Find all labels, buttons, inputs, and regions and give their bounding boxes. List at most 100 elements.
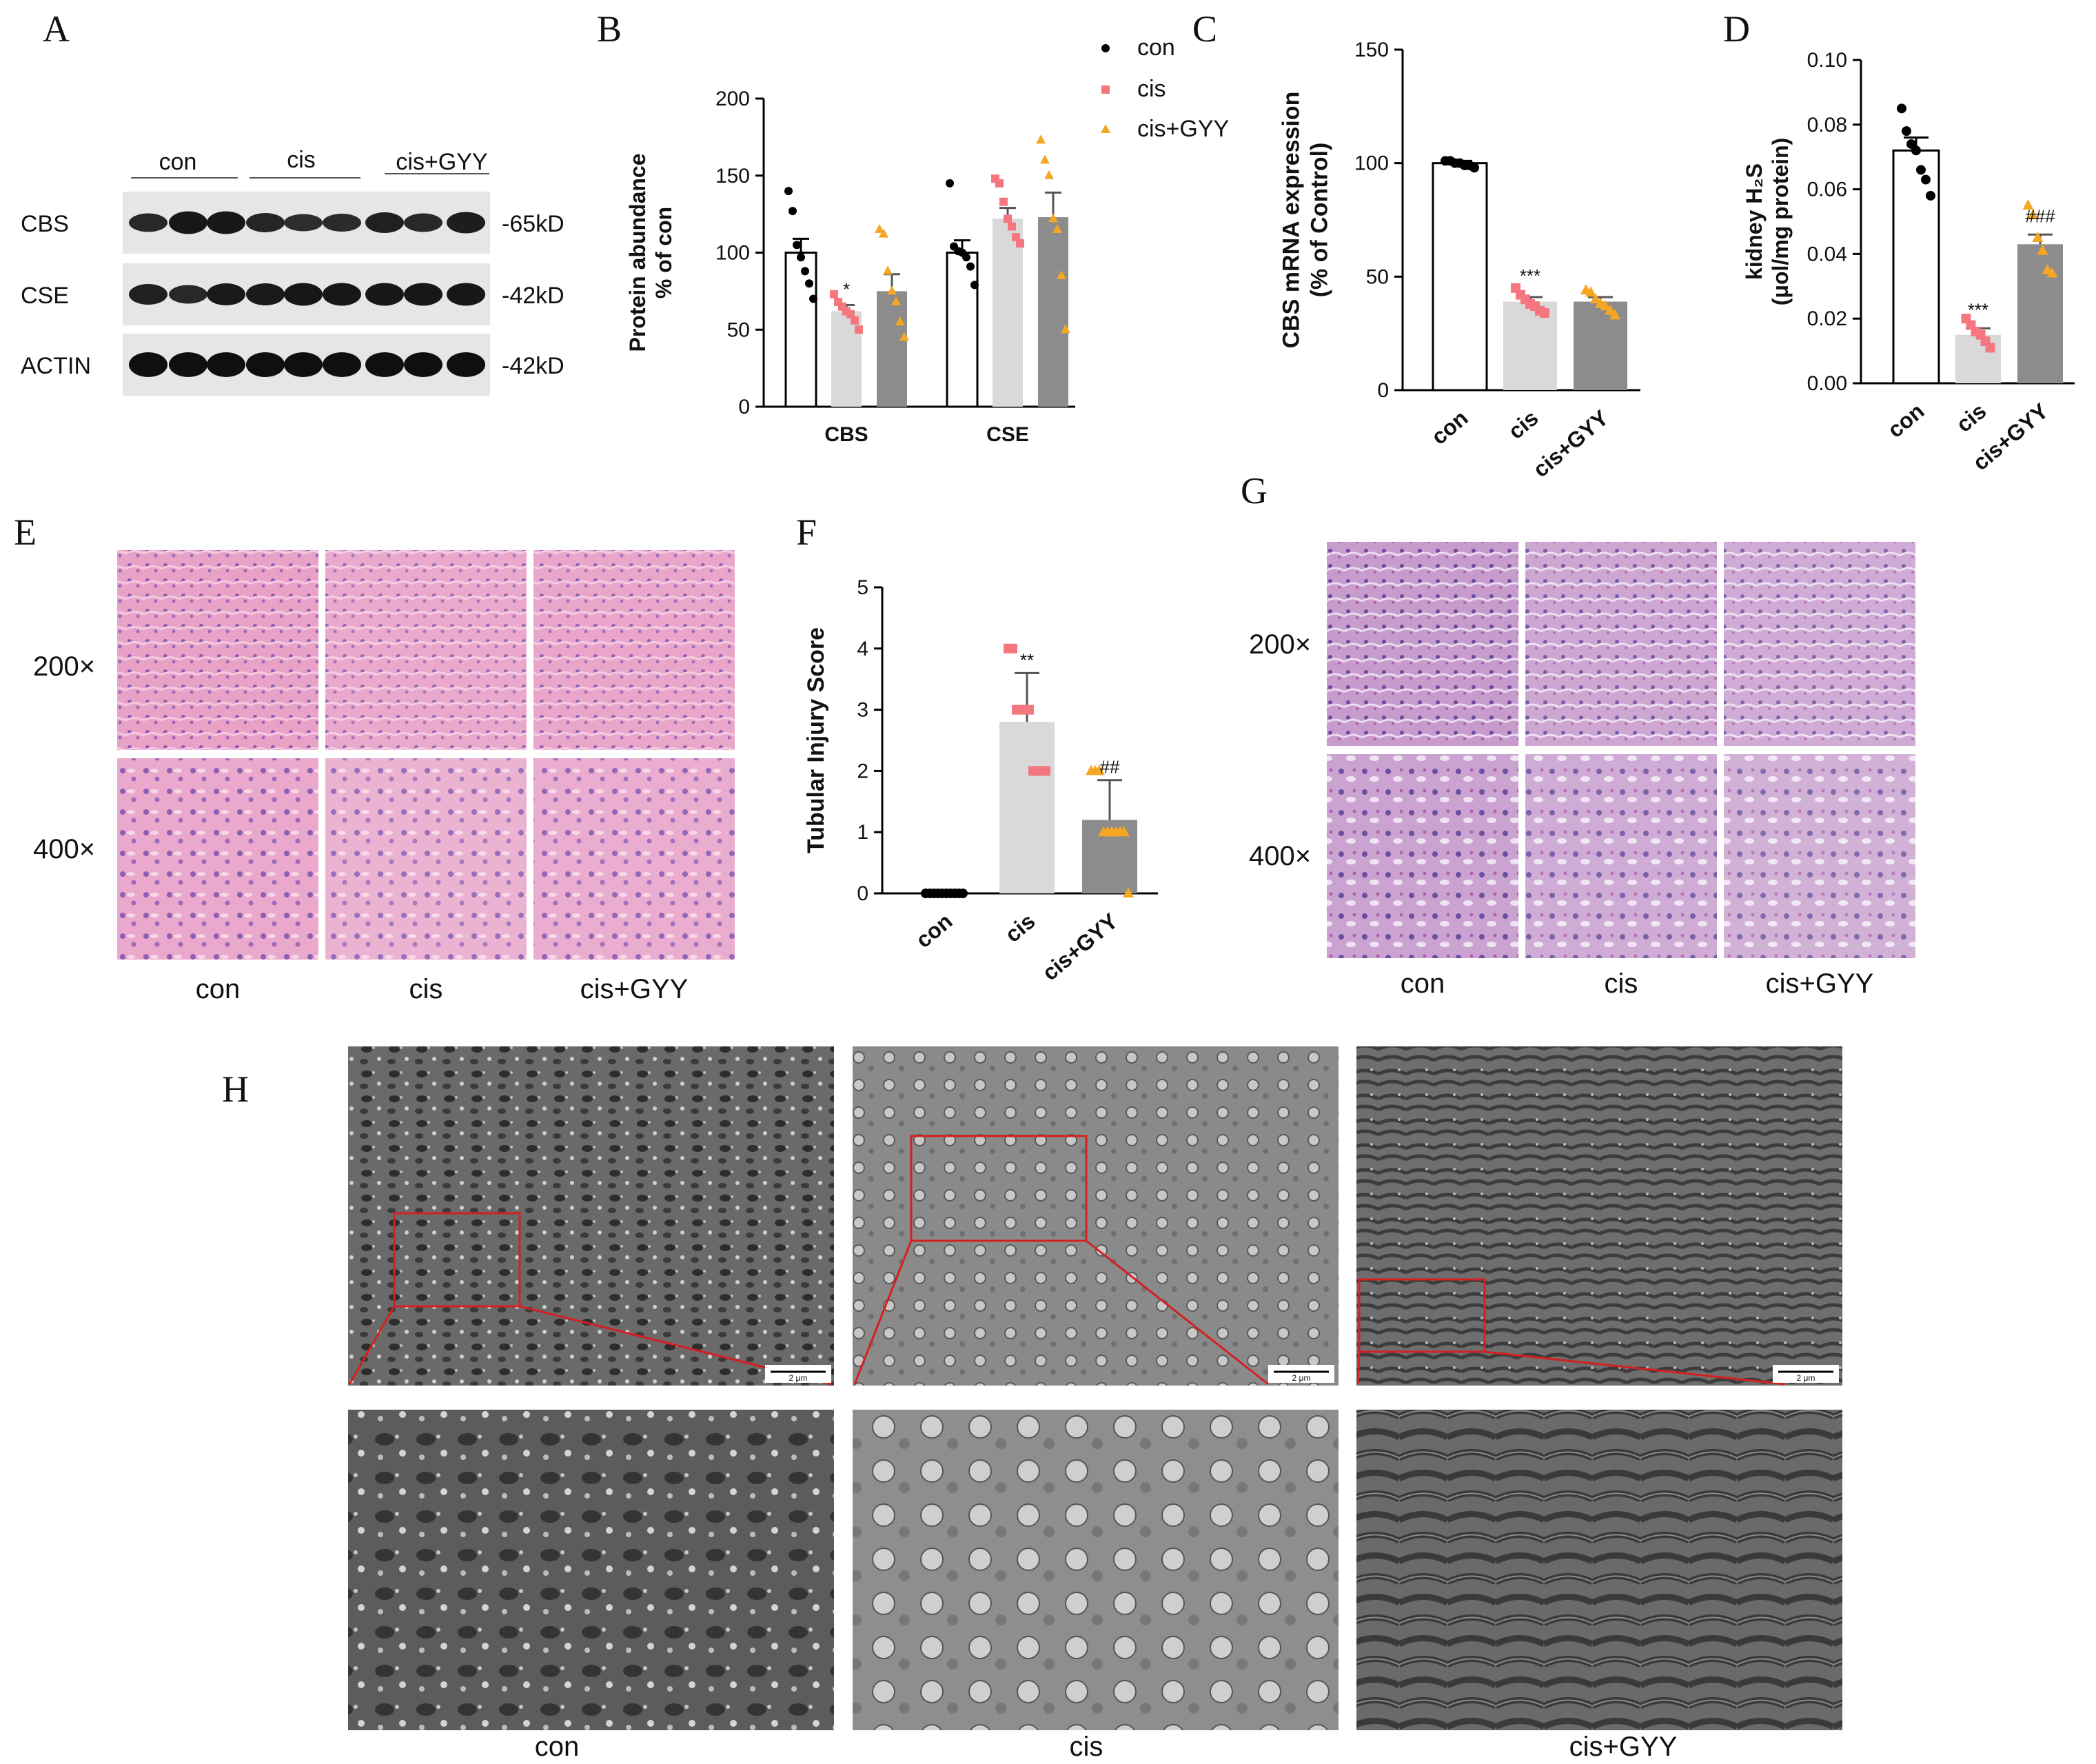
chart-c: 0 50 100 150 CBS mRNA expression(% of Contro…: [1279, 39, 1640, 482]
scale-bar: 2 μm: [1268, 1365, 1334, 1383]
zoom-line: [1086, 1239, 1269, 1386]
wb-band: [246, 283, 285, 305]
legend-entry: con: [1137, 34, 1175, 61]
y-tick-label: 1: [857, 821, 868, 844]
y-tick-label: 0: [1377, 379, 1389, 402]
tem-high-cis: [853, 1410, 1339, 1730]
y-tick-label: 2: [857, 760, 868, 782]
data-point: [1048, 213, 1058, 223]
scale-bar-label: 2 μm: [1292, 1373, 1311, 1383]
zoom-line: [348, 1306, 396, 1385]
x-tick-label: con: [1883, 398, 1929, 443]
bar: [999, 722, 1055, 893]
data-point: [1041, 766, 1050, 776]
mag-label-400: 400×: [33, 834, 95, 864]
tem-high-con: [348, 1410, 834, 1730]
x-tick-label: con: [1427, 405, 1473, 449]
tem-caption-cis-gyy: cis+GYY: [1569, 1732, 1678, 1762]
data-point: [1061, 324, 1070, 334]
wb-band: [404, 352, 442, 377]
he-image-200-cis: [325, 550, 527, 750]
y-tick-label: 150: [715, 165, 750, 187]
data-point: [788, 207, 797, 216]
significance-label: ###: [2025, 205, 2055, 226]
wb-band: [169, 211, 207, 234]
data-point: [2032, 231, 2044, 242]
wb-group-con: con: [159, 149, 197, 175]
bar: [1955, 334, 2001, 383]
panel-letter-D: D: [1723, 8, 1750, 50]
wb-band: [129, 213, 167, 232]
data-point: [1911, 145, 1921, 156]
data-point: [784, 187, 793, 196]
y-axis-label: Tubular Injury Score: [803, 627, 829, 853]
data-point: [855, 325, 863, 334]
wb-band-name: CBS: [21, 211, 69, 237]
data-point: [1985, 343, 1995, 353]
panel-letter-C: C: [1192, 8, 1217, 50]
legend-marker: [1101, 85, 1110, 94]
y-tick-label: 4: [857, 638, 868, 660]
y-tick-label: 0: [738, 396, 750, 418]
tem-caption-con: con: [535, 1732, 580, 1762]
wb-band: [447, 283, 485, 306]
data-point: [899, 332, 909, 341]
y-tick-label: 150: [1354, 39, 1389, 61]
tem-low-con: [348, 1046, 834, 1386]
significance-label: ***: [1520, 265, 1540, 286]
pas-image-200-cis: [1525, 542, 1717, 746]
histology-e: 200× 400× con cis cis+GYY: [33, 550, 735, 1004]
data-point: [883, 265, 893, 275]
data-point: [2046, 267, 2058, 278]
pas-image-200-cis-gyy: [1724, 542, 1915, 746]
zoom-box-con: [393, 1212, 521, 1308]
bar: [1038, 217, 1068, 407]
data-point: [1609, 309, 1620, 320]
pas-caption-cis-gyy: cis+GYY: [1766, 969, 1874, 999]
wb-band: [365, 283, 404, 306]
data-point: [1540, 308, 1549, 318]
zoom-line: [853, 1240, 913, 1385]
bar: [1892, 149, 1940, 385]
y-tick-label: 3: [857, 699, 868, 722]
wb-band-name: CSE: [21, 283, 69, 309]
bar: [877, 291, 907, 407]
panel-letter-G: G: [1241, 470, 1268, 511]
zoom-line: [1484, 1350, 1786, 1386]
y-tick-label: 0.08: [1807, 114, 1847, 136]
data-point: [805, 279, 813, 288]
data-point: [962, 253, 970, 262]
he-image-200-cis-gyy: [533, 550, 735, 750]
tem-low-cis-gyy: [1356, 1046, 1842, 1386]
wb-band-name: ACTIN: [21, 353, 91, 379]
pas-image-200-con: [1327, 542, 1518, 746]
data-point: [1016, 239, 1024, 248]
wb-band: [447, 352, 485, 377]
data-point: [1119, 826, 1130, 837]
significance-label: *: [843, 278, 850, 299]
mag-label-200: 200×: [1249, 629, 1311, 660]
zoom-line: [1356, 1351, 1361, 1385]
y-tick-label: 50: [727, 318, 750, 341]
wb-band: [365, 212, 404, 233]
data-point: [887, 285, 897, 295]
tem-high-cis-gyy: [1356, 1410, 1842, 1730]
data-point: [966, 262, 975, 271]
wb-band: [207, 211, 245, 234]
data-point: [1044, 170, 1054, 179]
wb-band: [404, 213, 442, 232]
data-point: [1600, 300, 1611, 311]
panel-letter-H: H: [222, 1068, 249, 1110]
data-point: [1921, 174, 1931, 185]
panel-letter-B: B: [597, 8, 622, 50]
y-tick-label: 0.06: [1807, 179, 1847, 201]
pas-image-400-cis: [1525, 754, 1717, 958]
data-point: [1040, 154, 1050, 164]
wb-band: [284, 214, 323, 232]
data-point: [946, 179, 954, 187]
data-point: [875, 223, 884, 233]
wb-band-size: -42kD: [502, 283, 564, 309]
data-point: [1057, 270, 1066, 280]
chart-d: 0.00 0.02 0.04 0.06 0.08 0.10 kidney H₂S(μol/m…: [1742, 49, 2075, 475]
x-tick-label: cis+GYY: [1528, 405, 1613, 483]
